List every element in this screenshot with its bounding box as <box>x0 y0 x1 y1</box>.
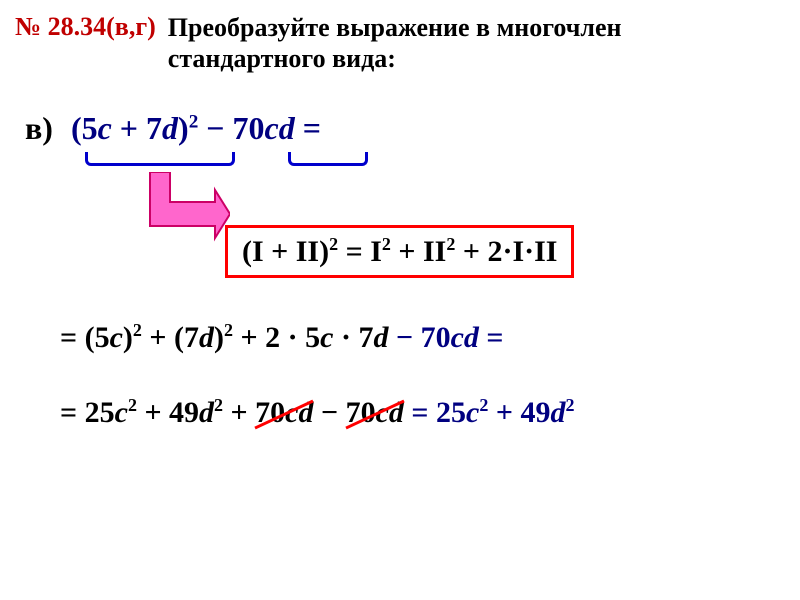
instruction-line2: стандартного вида: <box>168 44 396 73</box>
underbracket-first-term <box>85 152 235 166</box>
cancelled-term-2: 70cd <box>346 396 404 430</box>
expansion-step1: = (5c)2 + (7d)2 + 2 · 5c · 7d − 70cd = <box>60 320 504 355</box>
instruction: Преобразуйте выражение в многочлен станд… <box>168 12 622 74</box>
header: № 28.34(в,г) Преобразуйте выражение в мн… <box>0 0 800 74</box>
problem-number: № 28.34(в,г) <box>15 12 156 42</box>
expansion-step2: = 25c2 + 49d2 + 70cd − 70cd = 25c2 + 49d… <box>60 395 574 430</box>
arrow-icon <box>120 172 230 257</box>
cancelled-term-1: 70cd <box>255 396 313 430</box>
formula-box: (I + II)2 = I2 + II2 + 2·I·II <box>225 225 574 278</box>
problem-expression: в) (5c + 7d)2 − 70cd = <box>25 110 321 147</box>
instruction-line1: Преобразуйте выражение в многочлен <box>168 13 622 42</box>
problem-label: в) <box>25 110 53 146</box>
underbracket-second-term <box>288 152 368 166</box>
